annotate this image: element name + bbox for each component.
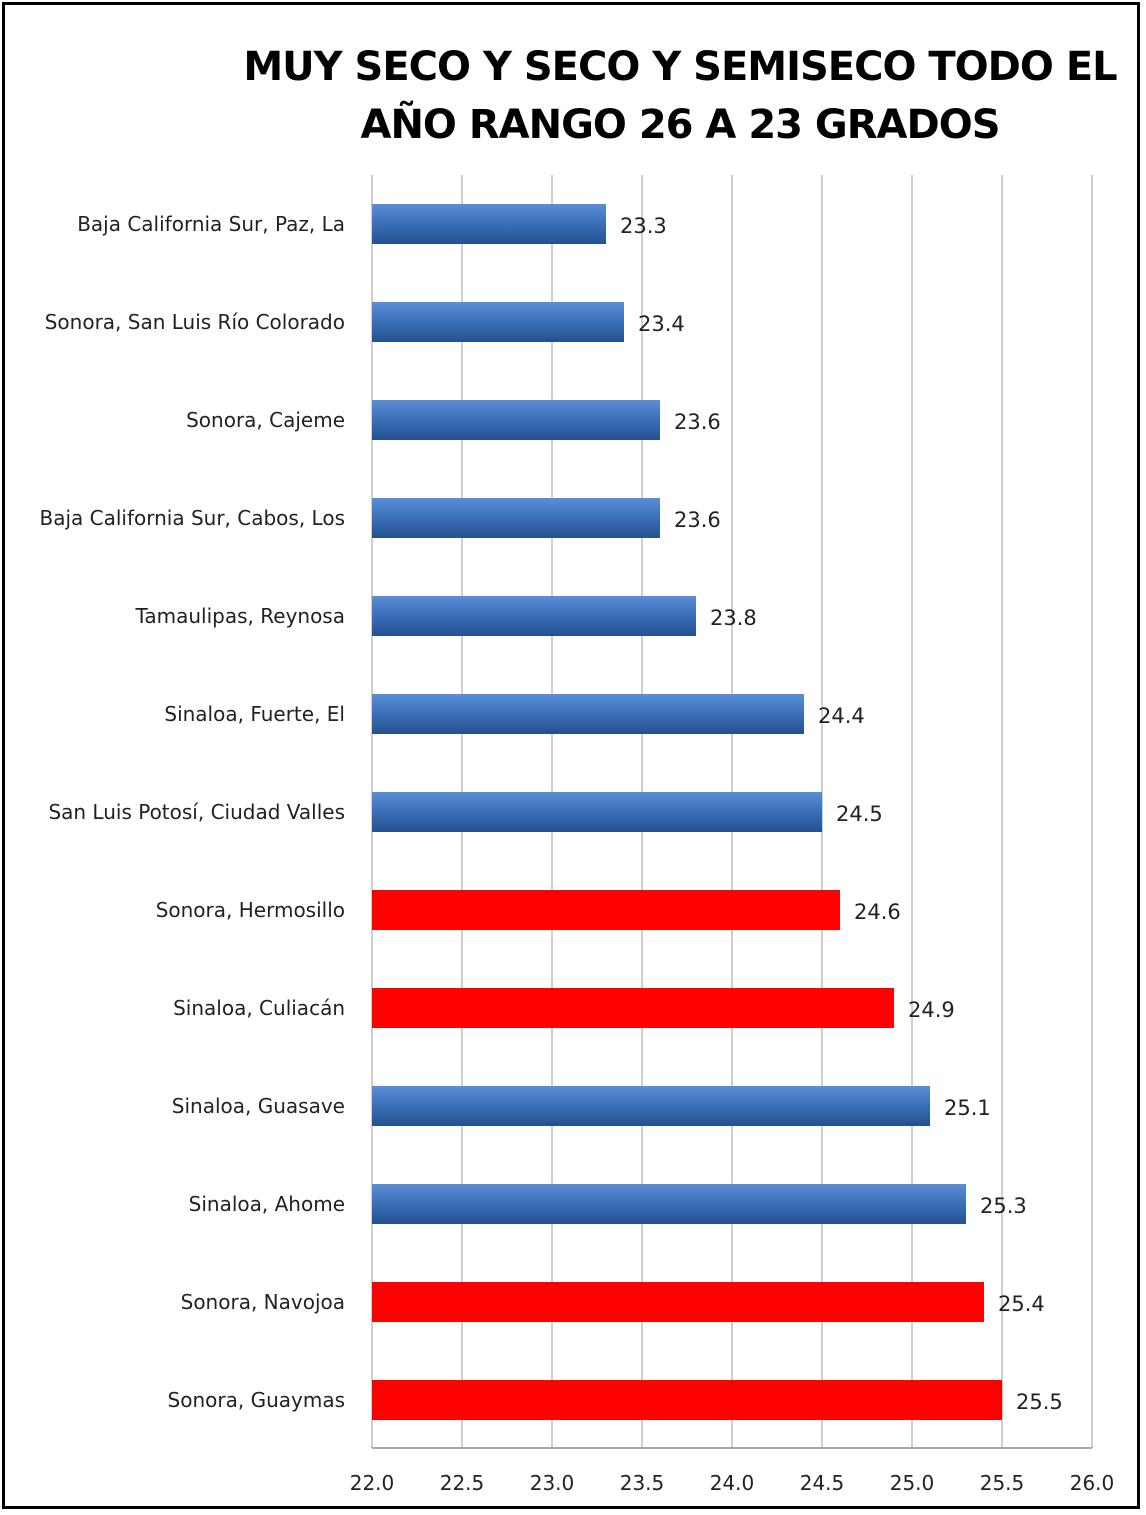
x-tick-label: 23.0 (530, 1471, 575, 1495)
data-label: 24.5 (836, 802, 883, 826)
category-label: Tamaulipas, Reynosa (134, 604, 345, 628)
category-label: Sinaloa, Culiacán (173, 996, 345, 1020)
data-label: 23.4 (638, 312, 685, 336)
category-label: Sonora, Hermosillo (156, 898, 345, 922)
category-label: Baja California Sur, Paz, La (77, 212, 345, 236)
x-tick-label: 22.0 (350, 1471, 395, 1495)
x-tick-label: 26.0 (1070, 1471, 1115, 1495)
bars (372, 204, 1002, 1420)
data-label: 25.4 (998, 1292, 1045, 1316)
bar (372, 694, 804, 734)
x-tick-label: 25.5 (980, 1471, 1025, 1495)
bar (372, 596, 696, 636)
bar (372, 302, 624, 342)
data-label: 24.4 (818, 704, 865, 728)
data-label: 25.5 (1016, 1390, 1063, 1414)
labels: 22.0 22.5 23.0 23.5 24.0 24.5 25.0 25.5 26.0 Baja… (39, 212, 1114, 1495)
x-tick-label: 22.5 (440, 1471, 485, 1495)
data-label: 23.3 (620, 214, 667, 238)
bar (372, 1086, 930, 1126)
bar (372, 400, 660, 440)
data-label: 23.8 (710, 606, 757, 630)
chart-title: MUY SECO Y SECO Y SEMISECO TODO EL AÑO R… (230, 38, 1130, 154)
chart-title-line-1: MUY SECO Y SECO Y SEMISECO TODO EL (243, 44, 1117, 90)
x-tick-label: 24.5 (800, 1471, 845, 1495)
chart-title-line-2: AÑO RANGO 26 A 23 GRADOS (360, 102, 1000, 148)
category-label: Sonora, Navojoa (181, 1290, 345, 1314)
bar (372, 1184, 966, 1224)
category-label: Sinaloa, Ahome (189, 1192, 345, 1216)
bar (372, 792, 822, 832)
bar (372, 204, 606, 244)
data-label: 25.1 (944, 1096, 991, 1120)
data-label: 23.6 (674, 410, 721, 434)
bar (372, 1282, 984, 1322)
data-label: 24.6 (854, 900, 901, 924)
bar (372, 1380, 1002, 1420)
bar (372, 890, 840, 930)
data-label: 23.6 (674, 508, 721, 532)
category-label: San Luis Potosí, Ciudad Valles (48, 800, 345, 824)
data-label: 24.9 (908, 998, 955, 1022)
data-label: 25.3 (980, 1194, 1027, 1218)
category-label: Sinaloa, Guasave (172, 1094, 345, 1118)
x-tick-label: 25.0 (890, 1471, 935, 1495)
category-label: Sonora, Cajeme (186, 408, 345, 432)
bar (372, 988, 894, 1028)
category-label: Sinaloa, Fuerte, El (164, 702, 345, 726)
x-tick-label: 24.0 (710, 1471, 755, 1495)
x-tick-label: 23.5 (620, 1471, 665, 1495)
category-label: Sonora, Guaymas (168, 1388, 345, 1412)
category-label: Sonora, San Luis Río Colorado (45, 310, 345, 334)
bar (372, 498, 660, 538)
category-label: Baja California Sur, Cabos, Los (39, 506, 345, 530)
